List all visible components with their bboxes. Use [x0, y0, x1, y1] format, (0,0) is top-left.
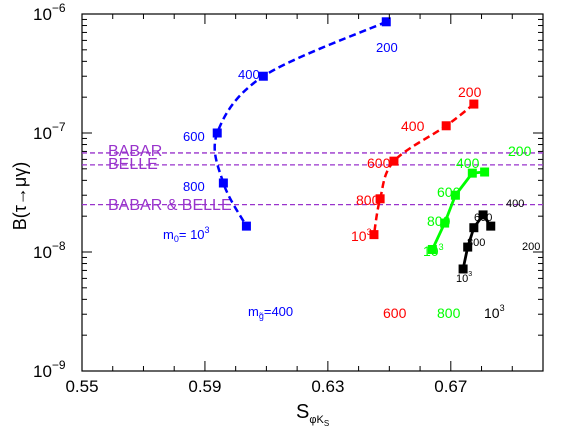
series-1-point-1 [441, 121, 451, 131]
series-1-point-2 [389, 156, 399, 166]
x-axis-title-main: S [296, 401, 309, 423]
point-labels: 2004006008002004006008001032004006008001… [183, 40, 540, 285]
y-tick-label-base-1: 10 [33, 243, 52, 262]
series-1-label-0: 200 [458, 84, 482, 100]
annotation-m0-sub: 0 [174, 234, 179, 244]
y-tick-label-exp-1: −8 [52, 239, 66, 253]
series-2-label-4-base: 10 [423, 243, 439, 259]
series-3-label-1: 400 [506, 198, 524, 210]
bottom-label-black-base: 10 [484, 305, 500, 321]
series-2-point-0 [480, 167, 490, 177]
series-3-point-3 [463, 242, 473, 252]
series-0-line [213, 20, 387, 227]
y-tick-label-base-0: 10 [33, 362, 52, 381]
series-3-point-1 [478, 210, 488, 220]
x-axis-title-sub: φK [309, 414, 324, 426]
series-1-label-2: 600 [367, 155, 391, 171]
y-tick-label-0: 10−9 [33, 358, 66, 381]
series-2-label-4-sup: 3 [439, 242, 444, 252]
limit-label-0: BABAR [108, 143, 162, 160]
y-axis-title: B(τ→μγ) [10, 162, 30, 230]
series-0-label-1: 400 [238, 67, 260, 82]
x-axis-title: SφKS [296, 401, 329, 428]
annotation-mg-text: m [248, 304, 259, 319]
series-3-label-4-sup: 3 [468, 271, 472, 278]
series-1-label-1: 400 [401, 118, 425, 134]
series-2-point-4 [427, 244, 437, 254]
x-tick-label-0: 0.55 [65, 377, 98, 396]
annotation-m0: m0= 103 [163, 225, 210, 244]
series-3-label-3: 800 [467, 237, 485, 249]
series-1-label-4: 103 [351, 227, 372, 244]
series-2-point-2 [450, 190, 460, 200]
series-1-label-3: 800 [356, 192, 380, 208]
series-3-label-2: 600 [474, 212, 492, 224]
series-0-point-4 [241, 221, 251, 231]
annotation-mg-sub: g̃ [259, 311, 264, 321]
series-0-label-2: 600 [183, 129, 205, 144]
series-3-label-4-base: 10 [456, 273, 468, 285]
series-layer [212, 17, 496, 274]
series-2-label-4: 103 [423, 242, 444, 259]
y-tick-label-base-2: 10 [33, 124, 52, 143]
series-2-point-1 [467, 168, 477, 178]
series-0-point-0 [381, 17, 391, 27]
series-0-point-1 [258, 71, 268, 81]
plot-frame [81, 13, 544, 372]
y-tick-label-exp-2: −7 [52, 120, 66, 134]
series-3-point-2 [469, 223, 479, 233]
x-tick-label-1: 0.59 [188, 377, 221, 396]
y-tick-label-3: 10−6 [33, 1, 66, 24]
series-1-label-4-base: 10 [351, 228, 367, 244]
bottom-label-black: 103 [484, 303, 505, 321]
series-3-label-0: 200 [522, 241, 540, 253]
y-tick-label-exp-3: −6 [52, 1, 66, 15]
limit-label-2: BABAR & BELLE [108, 197, 232, 214]
bottom-label-red: 600 [383, 305, 407, 321]
y-tick-label-base-3: 10 [33, 5, 52, 24]
series-3-point-4 [458, 264, 468, 274]
x-tick-label-3: 0.67 [434, 377, 467, 396]
annotation-m0-rest: = 10 [179, 227, 205, 242]
plot-area [81, 13, 544, 372]
y-tick-label-1: 10−8 [33, 239, 66, 262]
limit-label-1: BELLE [108, 156, 158, 173]
series-3-label-4: 103 [456, 271, 472, 285]
bottom-label-black-sup: 3 [500, 303, 505, 313]
x-axis-title-subsub: S [324, 419, 329, 428]
series-2-label-0: 200 [508, 143, 532, 159]
y-tick-label-2: 10−7 [33, 120, 66, 143]
series-2-label-2: 600 [437, 184, 461, 200]
series-0-point-3 [218, 178, 228, 188]
svg-text:SφKS: SφKS [296, 401, 329, 428]
annotation-mg: mg̃=400 [248, 304, 293, 321]
annotation-m0-sup: 3 [205, 225, 210, 235]
series-1-label-4-sup: 3 [367, 227, 372, 237]
series-1-point-4 [369, 230, 379, 240]
series-2-label-3: 800 [427, 213, 451, 229]
annotation-mg-rest: =400 [264, 304, 293, 319]
annotation-m0-text: m [163, 227, 174, 242]
x-tick-label-2: 0.63 [311, 377, 344, 396]
series-3-point-0 [486, 221, 496, 231]
series-2-label-1: 400 [456, 155, 480, 171]
bottom-label-green: 800 [437, 305, 461, 321]
y-tick-label-exp-0: −9 [52, 358, 66, 372]
series-1-point-0 [469, 99, 479, 109]
series-0-label-3: 800 [183, 179, 205, 194]
series-2-point-3 [440, 218, 450, 228]
series-0-label-0: 200 [376, 40, 398, 55]
series-1-point-3 [375, 194, 385, 204]
series-0-point-2 [212, 128, 222, 138]
